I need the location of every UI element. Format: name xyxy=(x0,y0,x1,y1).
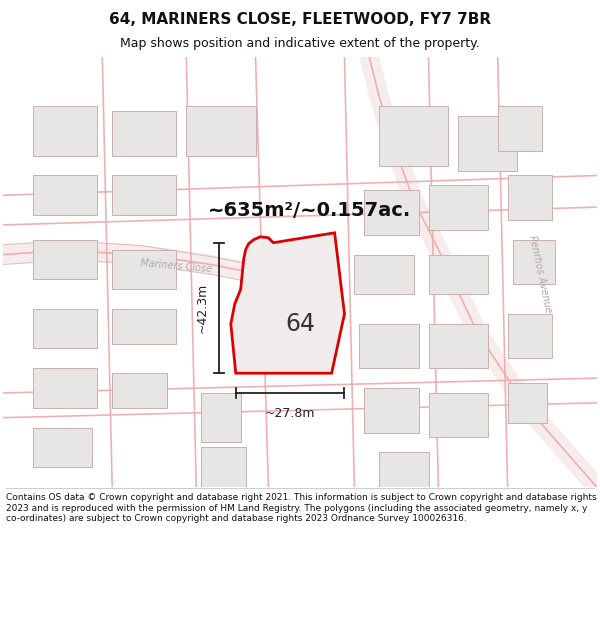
Polygon shape xyxy=(112,176,176,215)
Polygon shape xyxy=(355,254,413,294)
Polygon shape xyxy=(33,240,97,279)
Polygon shape xyxy=(428,254,488,294)
Polygon shape xyxy=(187,106,256,156)
Polygon shape xyxy=(508,383,547,423)
Polygon shape xyxy=(364,191,419,235)
Text: Penrhos Avenue: Penrhos Avenue xyxy=(527,234,553,314)
Polygon shape xyxy=(112,309,176,344)
Polygon shape xyxy=(458,116,517,171)
Polygon shape xyxy=(359,324,419,368)
Polygon shape xyxy=(428,186,488,230)
Polygon shape xyxy=(33,309,97,349)
Polygon shape xyxy=(33,176,97,215)
Polygon shape xyxy=(33,428,92,467)
Text: Map shows position and indicative extent of the property.: Map shows position and indicative extent… xyxy=(120,38,480,51)
Polygon shape xyxy=(201,393,241,442)
Text: 64: 64 xyxy=(285,312,315,336)
Polygon shape xyxy=(364,388,419,432)
Text: ~635m²/~0.157ac.: ~635m²/~0.157ac. xyxy=(208,201,412,219)
Text: Contains OS data © Crown copyright and database right 2021. This information is : Contains OS data © Crown copyright and d… xyxy=(6,493,596,523)
Polygon shape xyxy=(231,233,344,373)
Text: 64, MARINERS CLOSE, FLEETWOOD, FY7 7BR: 64, MARINERS CLOSE, FLEETWOOD, FY7 7BR xyxy=(109,12,491,27)
Polygon shape xyxy=(112,249,176,289)
Polygon shape xyxy=(112,373,167,408)
Polygon shape xyxy=(512,240,555,284)
Polygon shape xyxy=(379,106,448,166)
Polygon shape xyxy=(112,111,176,156)
Polygon shape xyxy=(428,324,488,368)
Polygon shape xyxy=(508,176,552,220)
Polygon shape xyxy=(379,452,428,487)
Polygon shape xyxy=(428,393,488,438)
Polygon shape xyxy=(508,314,552,358)
Polygon shape xyxy=(33,368,97,408)
Polygon shape xyxy=(33,106,97,156)
Polygon shape xyxy=(498,106,542,151)
Polygon shape xyxy=(201,448,245,487)
Text: Mariners Close: Mariners Close xyxy=(140,258,213,274)
Text: ~42.3m: ~42.3m xyxy=(196,283,209,333)
Text: ~27.8m: ~27.8m xyxy=(265,407,316,420)
